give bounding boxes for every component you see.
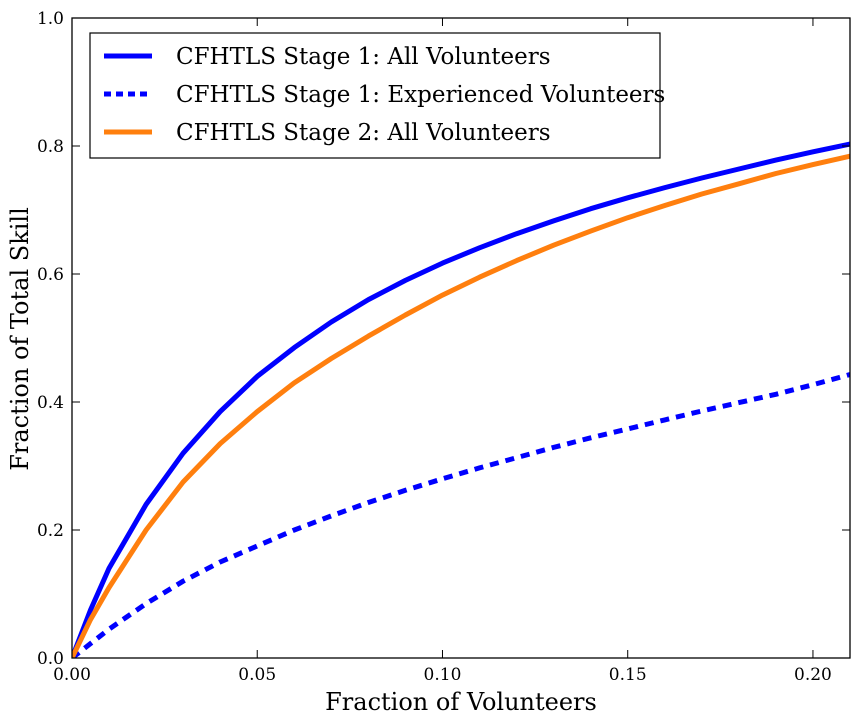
plot-area [72,141,850,658]
plot-frame [71,17,851,659]
y-tick-label: 0.8 [37,137,64,157]
legend-label-2: CFHTLS Stage 1: Experienced Volunteers [176,82,665,108]
legend: CFHTLS Stage 1: All Volunteers CFHTLS Sta… [89,32,665,159]
legend-box [89,32,661,159]
legend-label-3: CFHTLS Stage 2: All Volunteers [176,120,551,146]
y-axis-title: Fraction of Total Skill [6,207,34,471]
x-tick-label: 0.15 [609,665,647,685]
x-tick-label: 0.00 [53,665,91,685]
series-line-1 [72,141,850,658]
x-axis-title: Fraction of Volunteers [325,688,597,716]
x-tick-label: 0.10 [424,665,462,685]
y-tick-label: 0.0 [37,649,64,669]
y-tick-label: 0.2 [37,521,64,541]
y-tick-label: 0.6 [37,265,64,285]
series-line-3 [72,153,850,658]
y-tick-label: 1.0 [37,9,64,29]
legend-label-1: CFHTLS Stage 1: All Volunteers [176,44,551,70]
axes: 0.00 0.05 0.10 0.15 0.20 0.0 0.2 0.4 0.6 0.8 1.0 [37,9,851,685]
x-tick-label: 0.20 [794,665,832,685]
x-tick-label: 0.05 [238,665,276,685]
y-tick-label: 0.4 [37,393,64,413]
series-line-2 [72,372,850,658]
